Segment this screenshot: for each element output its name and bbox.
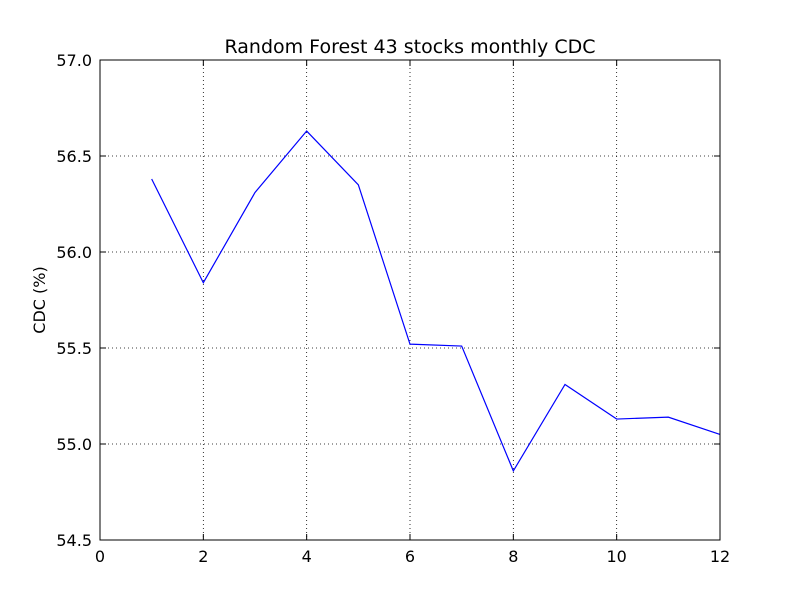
y-tick-label: 54.5 [56,531,92,550]
series-line [151,130,721,473]
tick-labels: 0 2 4 6 8 10 12 54.5 55.0 55.5 56.0 56.5 57.0 [56,51,730,566]
y-tick-label: 56.0 [56,243,92,262]
y-tick-label: 55.0 [56,435,92,454]
grid [100,60,720,540]
y-tick-label: 56.5 [56,147,92,166]
y-axis-title: CDC (%) [30,266,49,333]
x-tick-label: 0 [95,547,105,566]
y-tick-label: 55.5 [56,339,92,358]
x-tick-label: 4 [302,547,312,566]
x-tick-label: 6 [405,547,415,566]
x-tick-label: 12 [710,547,730,566]
y-tick-label: 57.0 [56,51,92,70]
x-tick-label: 10 [606,547,626,566]
ticks [99,59,721,541]
x-tick-label: 8 [508,547,518,566]
series-layer [151,130,721,473]
x-tick-label: 2 [198,547,208,566]
chart-title: Random Forest 43 stocks monthly CDC [224,36,595,58]
